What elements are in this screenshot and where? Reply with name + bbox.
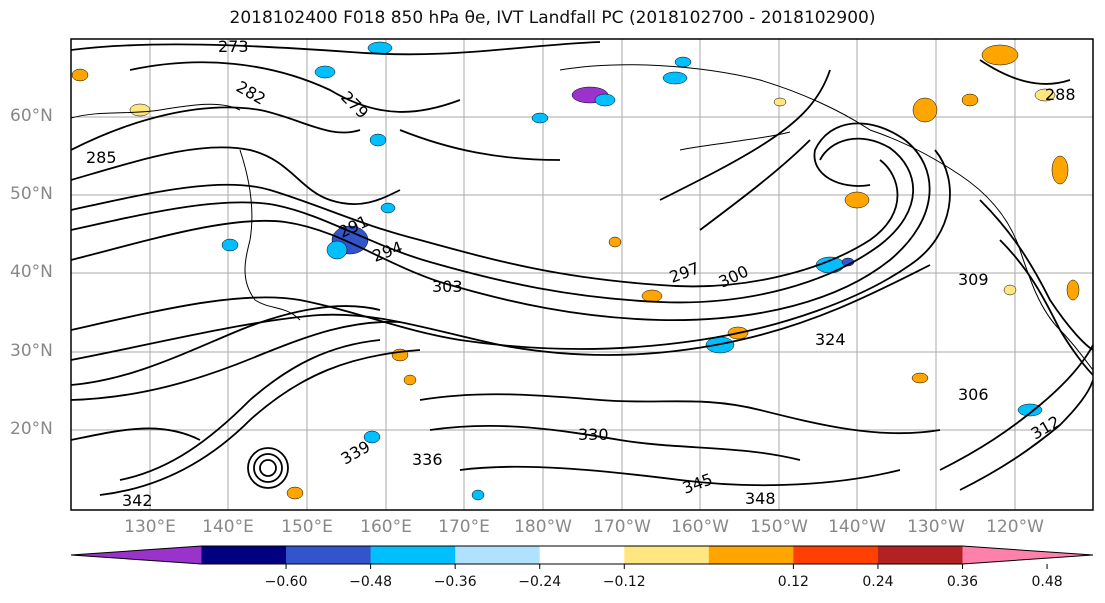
colorbar-swatch [540, 546, 625, 564]
colorbar-tick-label: −0.36 [434, 574, 477, 590]
colorbar-tick-label: 0.36 [947, 574, 978, 590]
lon-label: 150°E [281, 517, 333, 537]
colorbar-swatch [371, 546, 456, 564]
lon-label: 140°W [828, 517, 886, 537]
colorbar-tick-label: −0.48 [349, 574, 392, 590]
contour-label: 336 [412, 450, 443, 469]
colorbar-swatch [709, 546, 794, 564]
colorbar-tick-label: 0.48 [1031, 574, 1062, 590]
colorbar-tick-label: 0.12 [778, 574, 809, 590]
contour-label: 285 [86, 148, 117, 167]
lat-label: 20°N [10, 419, 53, 439]
contour-label: 309 [958, 270, 989, 289]
colorbar-swatch [624, 546, 709, 564]
lon-label: 150°W [750, 517, 808, 537]
colorbar-extend-high [963, 546, 1094, 564]
contour-label: 342 [122, 491, 153, 510]
lon-label: 180°W [514, 517, 572, 537]
colorbar-swatch [455, 546, 540, 564]
lat-label: 40°N [10, 262, 53, 282]
lat-label: 50°N [10, 184, 53, 204]
lon-label: 170°E [438, 517, 490, 537]
colorbar-swatch [286, 546, 371, 564]
lon-label: 140°E [202, 517, 254, 537]
colorbar [71, 546, 1105, 569]
contour-label: 324 [815, 330, 846, 349]
colorbar-tick-label: −0.12 [603, 574, 646, 590]
lon-label: 170°W [593, 517, 651, 537]
lat-label: 60°N [10, 106, 53, 126]
colorbar-swatch [878, 546, 963, 564]
colorbar-tick-label: −0.60 [265, 574, 308, 590]
lon-label: 160°W [671, 517, 729, 537]
colorbar-extend-low [71, 546, 202, 564]
colorbar-tick-label: −0.24 [518, 574, 561, 590]
colorbar-swatch [202, 546, 287, 564]
lon-label: 130°W [907, 517, 965, 537]
lon-label: 120°W [986, 517, 1044, 537]
contour-label: 348 [745, 489, 776, 508]
contour-label: 330 [578, 425, 609, 444]
colorbar-swatch [793, 546, 878, 564]
contour-label: 303 [432, 277, 463, 296]
contour-label: 306 [958, 385, 989, 404]
colorbar-tick-label: 0.24 [862, 574, 893, 590]
contour-label: 273 [218, 37, 249, 56]
lat-label: 30°N [10, 341, 53, 361]
contour-label: 288 [1045, 85, 1076, 104]
lon-label: 130°E [124, 517, 176, 537]
lon-label: 160°E [360, 517, 412, 537]
